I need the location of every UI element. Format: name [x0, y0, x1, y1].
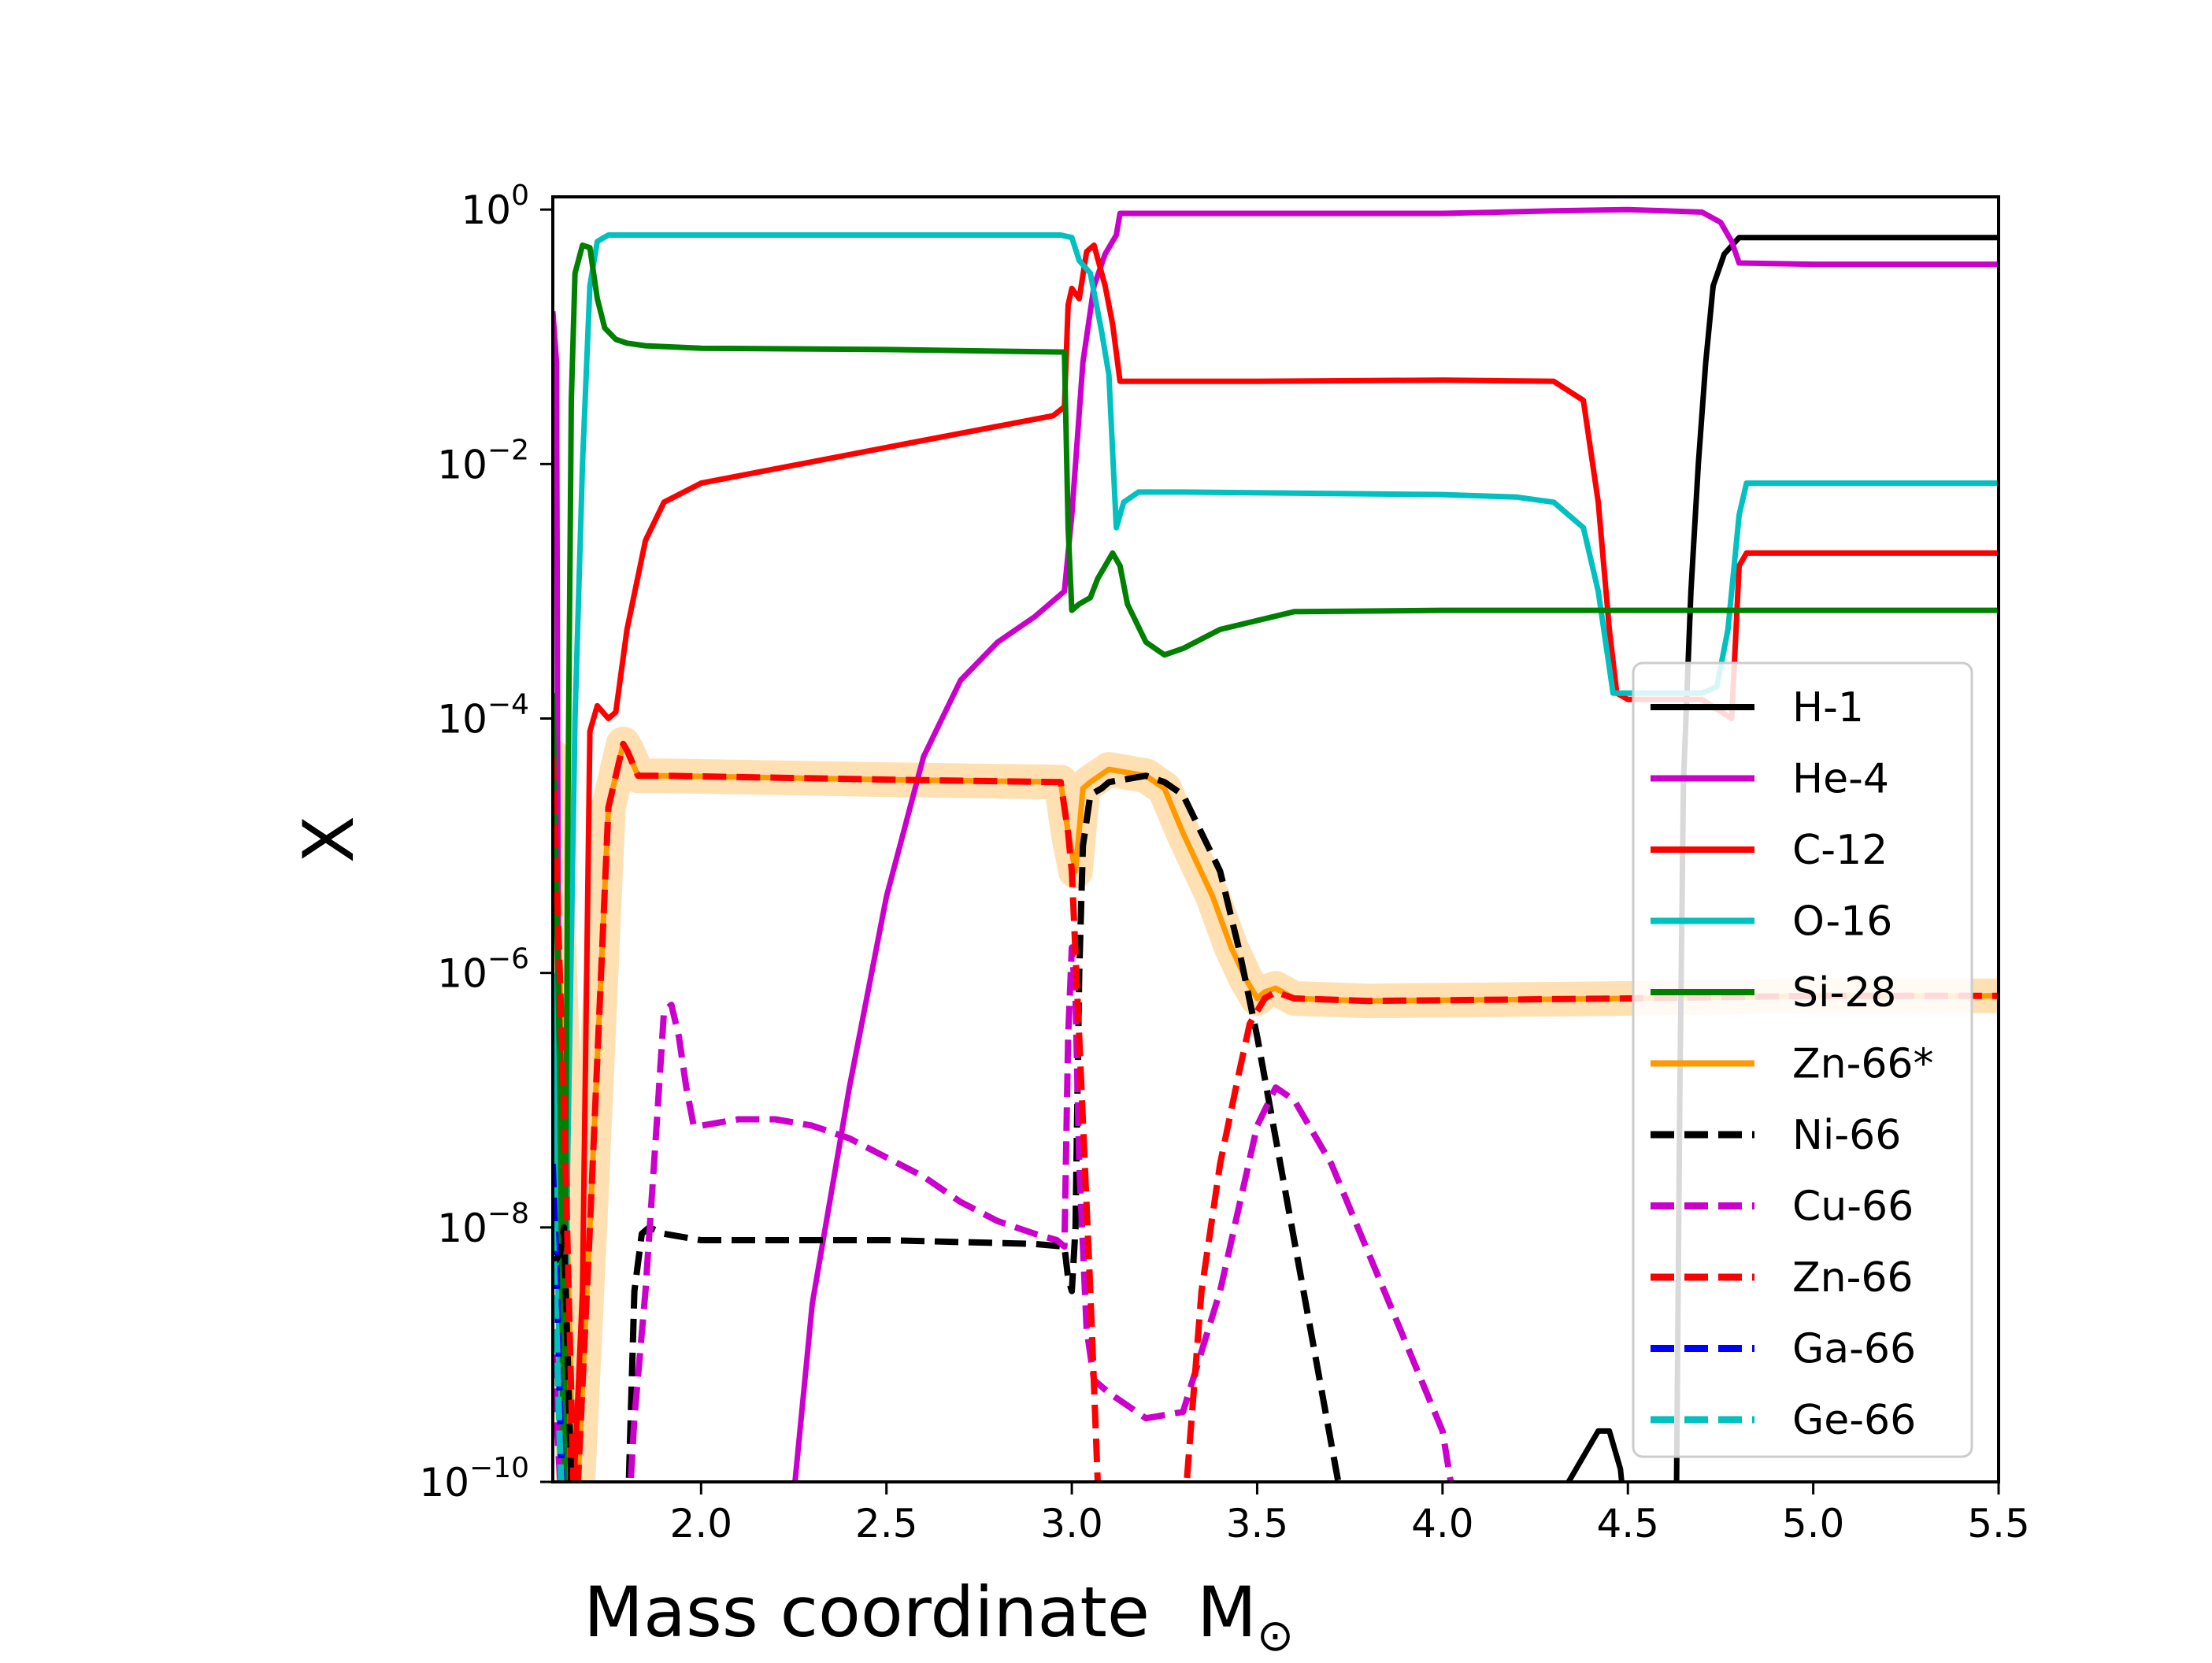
legend-label-ga-66: Ga-66 — [1792, 1326, 1916, 1373]
legend-label-o-16: O-16 — [1792, 898, 1892, 946]
y-tick-label: 10−10 — [419, 1452, 529, 1506]
x-tick-label: 4.0 — [1411, 1501, 1474, 1546]
y-tick-label: 100 — [461, 180, 529, 233]
x-tick-label: 5.5 — [1967, 1501, 2030, 1546]
series-line-si-28 — [553, 242, 1999, 1482]
legend-label-ni-66: Ni-66 — [1792, 1112, 1901, 1159]
legend-label-ge-66: Ge-66 — [1792, 1397, 1916, 1444]
x-tick-label: 2.5 — [855, 1501, 918, 1546]
legend-label-zn-66: Zn-66 — [1792, 1254, 1914, 1302]
x-axis-label-m: M — [1197, 1572, 1257, 1653]
legend-label-he-4: He-4 — [1792, 756, 1889, 803]
legend-label-c-12: C-12 — [1792, 827, 1888, 874]
series-layer — [553, 206, 1999, 1482]
x-axis-label-sun: ⊙ — [1257, 1610, 1294, 1661]
x-axis-ticks: 2.0 2.5 3.0 3.5 4.0 4.5 5.0 5.5 — [670, 1482, 2030, 1546]
y-tick-label: 10−6 — [437, 943, 529, 997]
y-axis-label: X — [288, 816, 369, 863]
legend-items: H-1 He-4 C-12 O-16 Si-28 Zn-66* Ni-66 Cu-66 Zn-6… — [1651, 684, 1934, 1444]
x-tick-label: 2.0 — [670, 1501, 733, 1546]
series-line-ni-66 — [553, 772, 1342, 1482]
y-tick-label: 10−8 — [437, 1198, 529, 1251]
legend: H-1 He-4 C-12 O-16 Si-28 Zn-66* Ni-66 Cu-66 Zn-6… — [1632, 661, 1973, 1458]
x-tick-label: 3.0 — [1040, 1501, 1103, 1546]
legend-label-h-1: H-1 — [1792, 684, 1864, 731]
legend-label-zn-66: Zn-66* — [1792, 1041, 1934, 1088]
x-axis-label: Mass coordinate — [584, 1572, 1150, 1653]
series-line-ge-66 — [553, 1227, 565, 1482]
series-line-zn-66 — [553, 741, 1999, 1482]
y-tick-label: 10−4 — [437, 688, 529, 742]
x-tick-label: 4.5 — [1596, 1501, 1659, 1546]
plot-frame — [551, 195, 2000, 1483]
y-axis-ticks: 100 10−2 10−4 10−6 10−8 10−10 — [419, 180, 553, 1506]
legend-label-cu-66: Cu-66 — [1792, 1183, 1914, 1231]
x-tick-label: 3.5 — [1226, 1501, 1289, 1546]
legend-label-si-28: Si-28 — [1792, 969, 1896, 1017]
series-line-o-16 — [553, 232, 1999, 1482]
x-axis-label-symbol: M⊙ — [1197, 1572, 1294, 1661]
legend-box — [1632, 661, 1973, 1458]
x-tick-label: 5.0 — [1782, 1501, 1845, 1546]
y-tick-label: 10−2 — [437, 434, 529, 487]
series-line-zn-66 — [553, 740, 1999, 1482]
